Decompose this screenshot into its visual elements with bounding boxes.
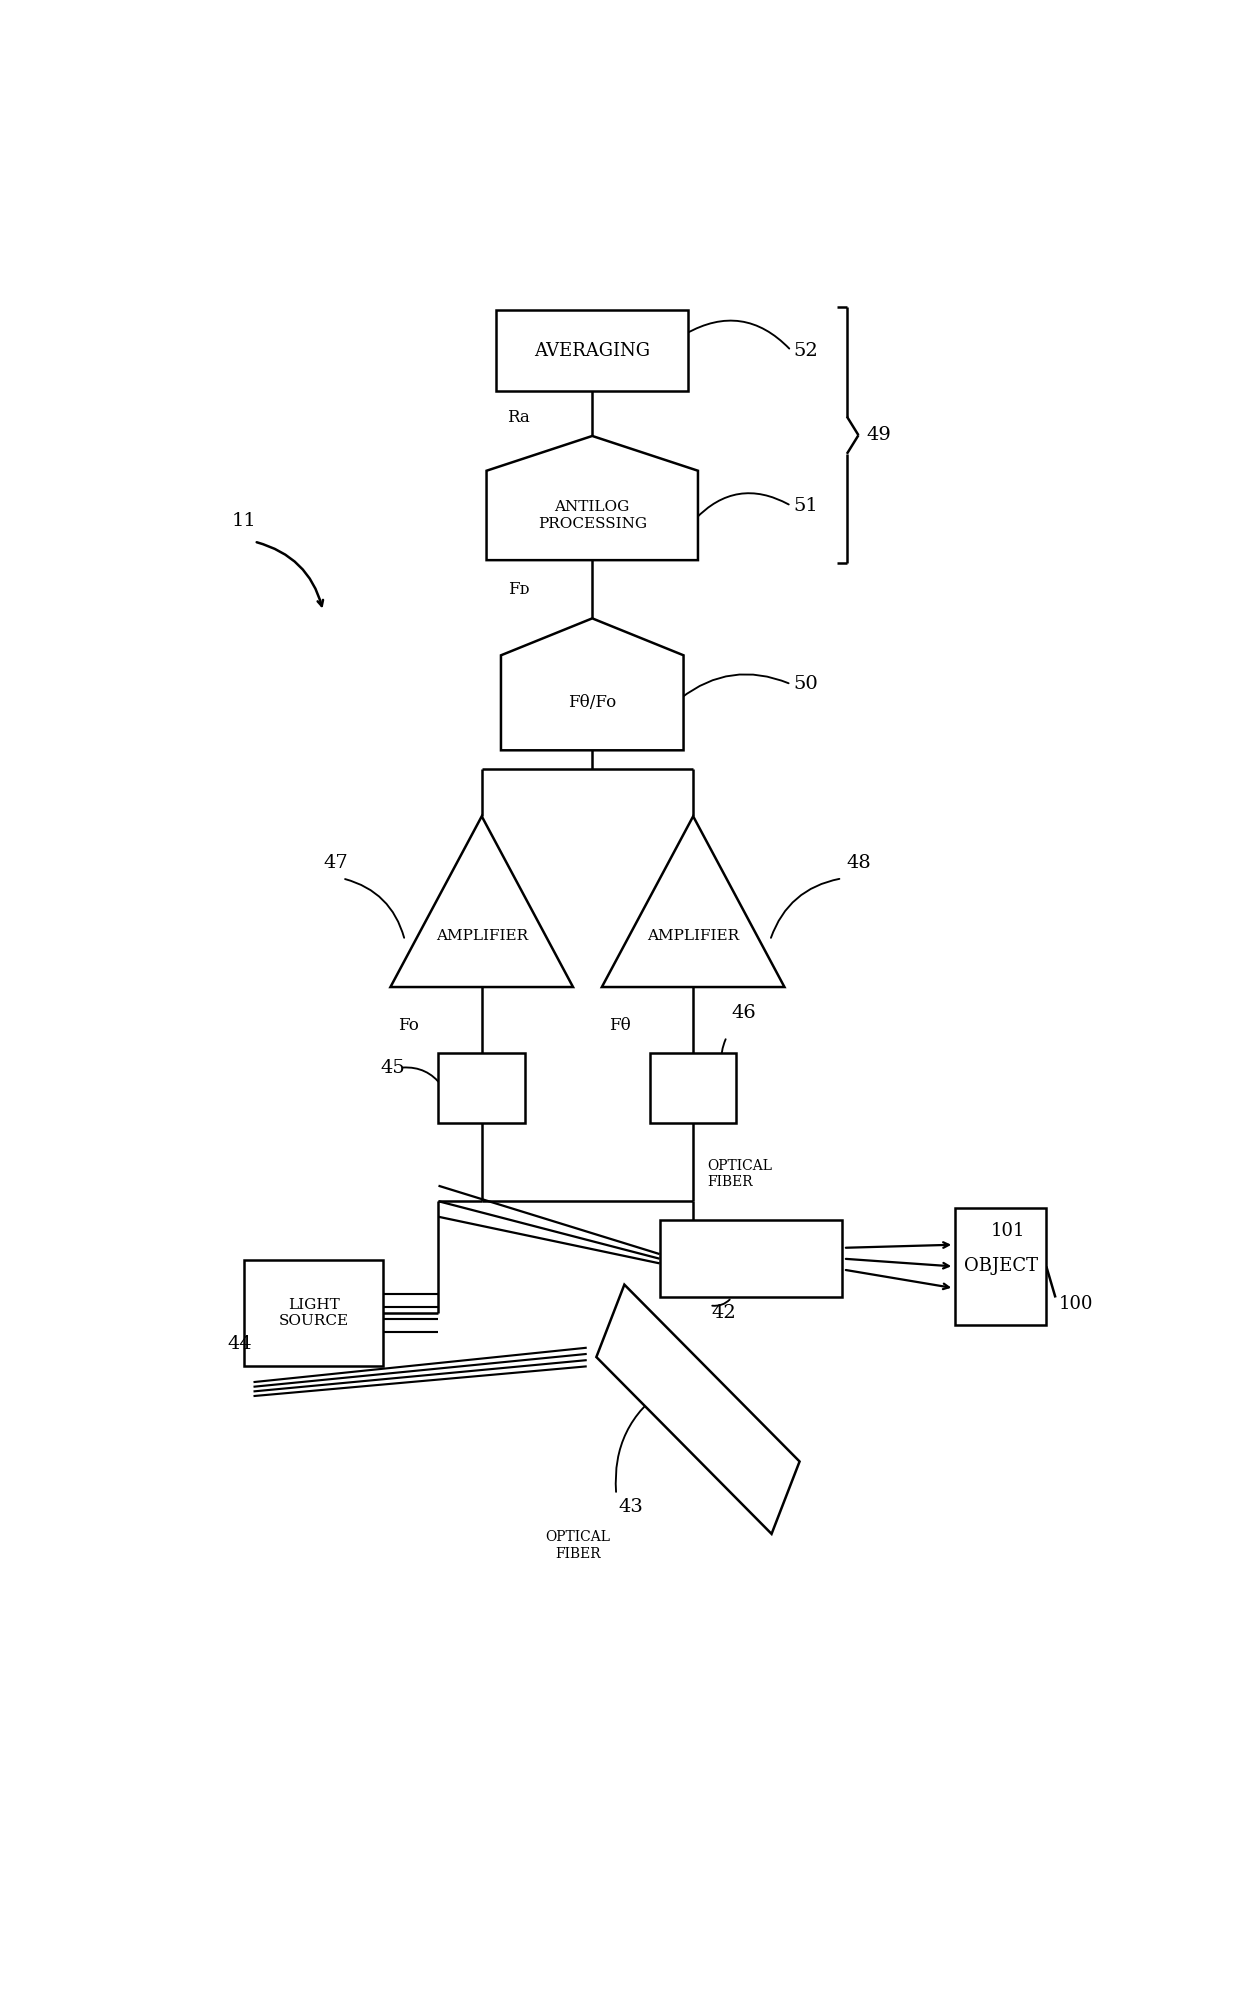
FancyBboxPatch shape (596, 1284, 800, 1534)
FancyBboxPatch shape (955, 1208, 1047, 1325)
Polygon shape (501, 619, 683, 750)
Text: 52: 52 (794, 341, 818, 359)
Text: AMPLIFIER: AMPLIFIER (647, 929, 739, 943)
Text: LIGHT
SOURCE: LIGHT SOURCE (279, 1298, 348, 1329)
Text: Fθ/Fo: Fθ/Fo (568, 694, 616, 712)
Text: 49: 49 (866, 425, 892, 444)
Text: Fᴅ: Fᴅ (508, 581, 529, 599)
FancyBboxPatch shape (244, 1260, 383, 1365)
Text: 46: 46 (732, 1004, 756, 1022)
Text: 45: 45 (381, 1058, 405, 1077)
Text: OPTICAL
FIBER: OPTICAL FIBER (546, 1530, 610, 1560)
Text: 48: 48 (847, 855, 872, 871)
Text: 43: 43 (619, 1498, 644, 1516)
FancyBboxPatch shape (439, 1052, 525, 1123)
Text: Fθ: Fθ (609, 1018, 631, 1034)
FancyBboxPatch shape (660, 1220, 842, 1298)
Polygon shape (391, 816, 573, 988)
Text: 101: 101 (991, 1222, 1025, 1240)
Text: AMPLIFIER: AMPLIFIER (435, 929, 528, 943)
Text: 47: 47 (324, 855, 348, 871)
Text: OBJECT: OBJECT (963, 1258, 1038, 1276)
Text: 42: 42 (712, 1304, 737, 1322)
Polygon shape (486, 435, 698, 560)
Text: ANTILOG
PROCESSING: ANTILOG PROCESSING (538, 500, 647, 530)
FancyBboxPatch shape (650, 1052, 737, 1123)
Text: OPTICAL
FIBER: OPTICAL FIBER (708, 1159, 773, 1189)
Text: Ra: Ra (507, 409, 529, 425)
Text: AVERAGING: AVERAGING (534, 341, 650, 359)
Text: 100: 100 (1058, 1294, 1092, 1312)
Text: 51: 51 (794, 496, 818, 514)
Text: 50: 50 (794, 675, 818, 694)
Polygon shape (601, 816, 785, 988)
FancyBboxPatch shape (496, 310, 688, 391)
Text: 11: 11 (232, 512, 257, 530)
Text: Fo: Fo (398, 1018, 419, 1034)
Text: 44: 44 (227, 1335, 252, 1353)
